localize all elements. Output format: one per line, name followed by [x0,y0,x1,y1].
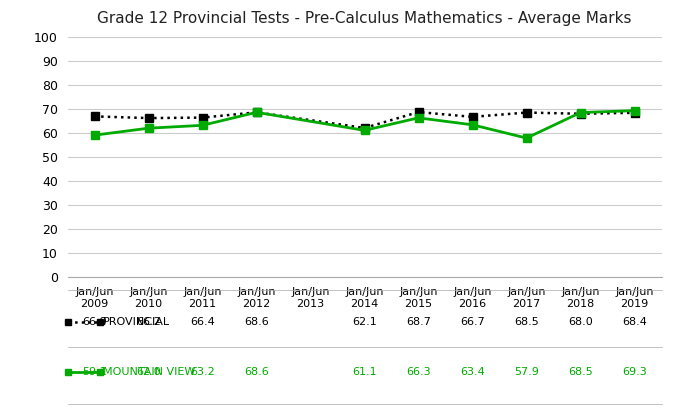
Text: PROVINCIAL: PROVINCIAL [103,317,170,327]
Text: 68.0: 68.0 [568,317,593,327]
Text: 59.1: 59.1 [82,367,107,377]
Text: 63.4: 63.4 [460,367,485,377]
Text: 69.3: 69.3 [622,367,647,377]
Text: 61.1: 61.1 [352,367,377,377]
Text: 63.2: 63.2 [190,367,215,377]
Text: 68.5: 68.5 [514,317,539,327]
Title: Grade 12 Provincial Tests - Pre-Calculus Mathematics - Average Marks: Grade 12 Provincial Tests - Pre-Calculus… [97,11,632,26]
Text: 66.3: 66.3 [406,367,431,377]
Text: 68.7: 68.7 [406,317,431,327]
Text: 66.7: 66.7 [460,317,485,327]
Text: 68.6: 68.6 [244,317,269,327]
Text: 66.9: 66.9 [82,317,107,327]
Text: 57.9: 57.9 [514,367,539,377]
Text: 66.4: 66.4 [190,317,215,327]
Text: 66.2: 66.2 [136,317,161,327]
Text: MOUNTAIN VIEW: MOUNTAIN VIEW [103,367,196,377]
Text: 68.6: 68.6 [244,367,269,377]
Text: 68.5: 68.5 [568,367,593,377]
Text: 62.1: 62.1 [352,317,377,327]
Text: 68.4: 68.4 [622,317,647,327]
Text: 62.0: 62.0 [136,367,161,377]
